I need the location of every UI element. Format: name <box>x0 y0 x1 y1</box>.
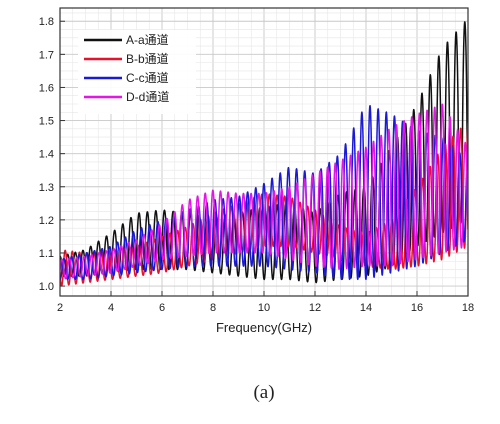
legend-label-1: A-a通道 <box>126 33 169 47</box>
legend-label-3: C-c通道 <box>126 71 169 85</box>
x-tick-label: 18 <box>462 302 474 314</box>
y-tick-label: 1.5 <box>39 116 54 128</box>
legend-label-2: B-b通道 <box>126 52 169 66</box>
x-tick-label: 12 <box>309 302 321 314</box>
y-tick-label: 1.7 <box>39 49 54 61</box>
series-line-3 <box>60 105 468 281</box>
x-tick-label: 2 <box>57 302 63 314</box>
x-tick-label: 6 <box>159 302 165 314</box>
legend-label-4: D-d通道 <box>126 90 169 104</box>
figure-caption: (a) <box>253 382 274 403</box>
y-tick-label: 1.8 <box>39 16 54 28</box>
x-axis-label: Frequency(GHz) <box>216 320 312 335</box>
x-tick-label: 10 <box>258 302 270 314</box>
legend: A-a通道 B-b通道 C-c通道 D-d通道 <box>78 30 196 114</box>
y-tick-label: 1.3 <box>39 182 54 194</box>
series-line-4 <box>60 103 468 280</box>
series-layer <box>60 21 468 287</box>
y-tick-label: 1.0 <box>39 281 54 293</box>
axis-ticks: 2 4 6 8 10 12 14 16 18 1.0 1.1 1.2 1.3 1.4 1.5 1.6 1.7 1.… <box>39 16 474 314</box>
y-tick-label: 1.2 <box>39 215 54 227</box>
x-tick-label: 14 <box>360 302 372 314</box>
y-tick-label: 1.6 <box>39 82 54 94</box>
x-tick-label: 4 <box>108 302 114 314</box>
y-tick-label: 1.1 <box>39 248 54 260</box>
x-tick-label: 8 <box>210 302 216 314</box>
legend-box <box>78 30 196 114</box>
y-tick-label: 1.4 <box>39 149 54 161</box>
x-tick-label: 16 <box>411 302 423 314</box>
